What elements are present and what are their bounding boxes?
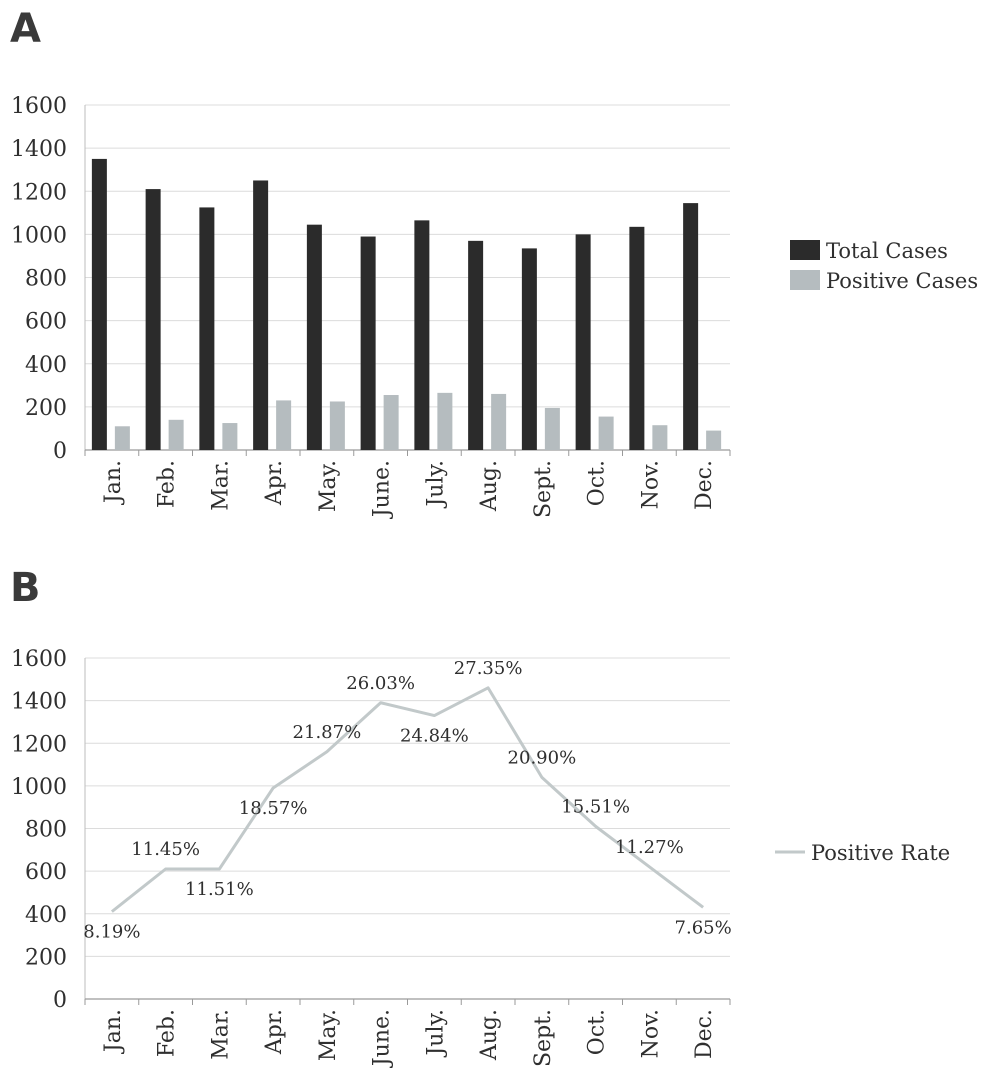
y-tick-label: 1400 — [11, 137, 67, 162]
bar-total-cases — [360, 236, 376, 450]
x-tick-label: June. — [370, 460, 395, 519]
bar-positive-cases — [329, 401, 345, 450]
panel-label-b: B — [10, 565, 41, 611]
x-tick-label: Mar. — [208, 1009, 233, 1060]
y-tick-label: 600 — [25, 860, 67, 885]
bar-positive-cases — [598, 416, 614, 450]
bar-total-cases — [414, 220, 430, 450]
y-tick-label: 1600 — [11, 94, 67, 119]
data-label: 8.19% — [83, 922, 140, 943]
data-label: 11.45% — [131, 839, 200, 860]
bar-positive-cases — [114, 426, 130, 450]
bar-positive-cases — [168, 419, 184, 450]
x-tick-label: Sept. — [531, 1009, 556, 1067]
bar-positive-cases — [383, 395, 399, 450]
bar-positive-cases — [652, 425, 668, 450]
legend-label: Positive Cases — [826, 269, 978, 293]
bar-total-cases — [521, 248, 537, 450]
y-tick-label: 0 — [53, 439, 67, 464]
x-tick-label: Oct. — [585, 460, 610, 506]
data-label: 15.51% — [561, 796, 630, 817]
bar-total-cases — [575, 234, 591, 450]
x-tick-label: Jan. — [101, 460, 126, 505]
y-tick-label: 400 — [25, 903, 67, 928]
legend-swatch — [790, 270, 820, 290]
x-tick-label: Sept. — [531, 460, 556, 518]
x-tick-label: June. — [370, 1009, 395, 1068]
bar-total-cases — [683, 203, 699, 450]
y-tick-label: 1000 — [11, 223, 67, 248]
x-tick-label: Feb. — [155, 1009, 180, 1057]
y-tick-label: 200 — [25, 396, 67, 421]
bar-positive-cases — [706, 430, 722, 450]
bar-positive-cases — [276, 400, 292, 450]
data-label: 20.90% — [508, 747, 577, 768]
x-tick-label: Feb. — [155, 460, 180, 508]
x-tick-label: Dec. — [692, 1009, 717, 1059]
data-label: 7.65% — [675, 917, 732, 938]
data-label: 27.35% — [454, 658, 523, 679]
x-tick-label: July. — [423, 460, 448, 509]
data-label: 26.03% — [346, 673, 415, 694]
bar-total-cases — [145, 189, 161, 450]
y-tick-label: 200 — [25, 945, 67, 970]
x-tick-label: Apr. — [262, 1009, 287, 1055]
bar-positive-cases — [437, 392, 453, 450]
panel-label-a: A — [10, 6, 41, 52]
data-label: 18.57% — [239, 798, 308, 819]
bar-total-cases — [468, 240, 484, 450]
y-tick-label: 1000 — [11, 775, 67, 800]
data-label: 24.84% — [400, 726, 469, 747]
chart-b: 0 200 400 600 800 1000 1200 1400 1600 Jan. Feb. Mar… — [11, 647, 950, 1068]
data-label: 21.87% — [293, 722, 362, 743]
y-tick-label: 1600 — [11, 647, 67, 672]
bar-total-cases — [629, 226, 645, 450]
data-label: 11.51% — [185, 879, 254, 900]
x-tick-label: May. — [316, 1009, 341, 1061]
y-tick-label: 1200 — [11, 732, 67, 757]
bar-positive-cases — [491, 393, 507, 450]
bar-total-cases — [199, 207, 215, 450]
series-line-positive-rate — [110, 686, 705, 913]
bar-positive-cases — [544, 407, 560, 450]
x-tick-label: Aug. — [477, 460, 502, 512]
x-tick-label: Apr. — [262, 460, 287, 506]
x-tick-label: Aug. — [477, 1009, 502, 1061]
y-tick-label: 0 — [53, 988, 67, 1013]
bar-total-cases — [306, 224, 322, 450]
bar-total-cases — [91, 158, 107, 450]
y-tick-label: 1200 — [11, 180, 67, 205]
x-tick-label: May. — [316, 460, 341, 512]
y-tick-label: 1400 — [11, 690, 67, 715]
x-tick-label: Nov. — [638, 1009, 663, 1058]
legend-label: Positive Rate — [811, 841, 950, 865]
data-label: 11.27% — [615, 837, 684, 858]
y-tick-label: 400 — [25, 353, 67, 378]
x-tick-label: Mar. — [208, 460, 233, 511]
x-tick-label: Jan. — [101, 1009, 126, 1054]
x-tick-label: Nov. — [638, 460, 663, 509]
x-tick-label: Dec. — [692, 460, 717, 510]
bar-positive-cases — [222, 423, 238, 450]
x-tick-label: July. — [423, 1009, 448, 1058]
bar-total-cases — [253, 180, 269, 450]
legend-label: Total Cases — [826, 239, 948, 263]
y-tick-label: 800 — [25, 818, 67, 843]
chart-a: 0 200 400 600 800 1000 1200 1400 1600 Jan. Feb. Mar… — [11, 94, 978, 519]
x-tick-label: Oct. — [585, 1009, 610, 1055]
y-tick-label: 600 — [25, 310, 67, 335]
y-tick-label: 800 — [25, 267, 67, 292]
legend-swatch — [790, 240, 820, 260]
